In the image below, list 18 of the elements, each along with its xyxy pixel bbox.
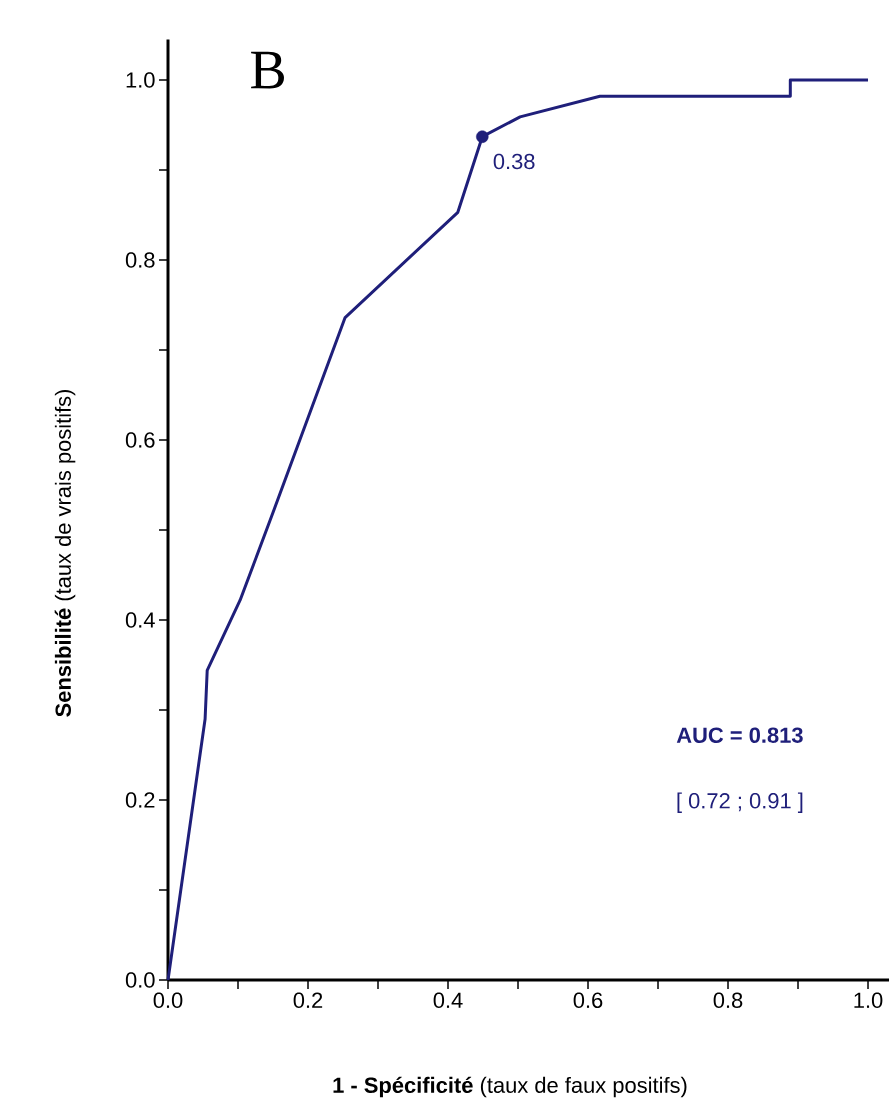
x-tick-label: 0.4 (433, 992, 463, 1009)
x-tick-label: 0.2 (293, 992, 323, 1009)
y-tick-label: 0.2 (125, 792, 155, 808)
x-axis-title: 1 - Spécificité (taux de faux positifs) (333, 1076, 687, 1098)
y-tick-label: 0.6 (125, 432, 155, 448)
x-tick-label: 0.0 (153, 992, 183, 1009)
annotation: B (251, 51, 284, 89)
annotation: 0.38 (493, 153, 535, 170)
y-tick-label: 0.0 (125, 972, 155, 988)
y-tick-label: 1.0 (126, 72, 155, 88)
x-tick-label: 1.0 (854, 992, 883, 1009)
x-tick-label: 0.8 (713, 992, 743, 1009)
y-tick-label: 0.4 (125, 612, 155, 628)
y-tick-label: 0.8 (125, 252, 155, 268)
x-tick-label: 0.6 (573, 992, 603, 1009)
annotation: AUC = 0.813 (676, 727, 803, 743)
y-axis-title: Sensibilité (taux de vrais positifs) (54, 389, 76, 717)
annotation: [ 0.72 ; 0.91 ] (677, 792, 803, 813)
